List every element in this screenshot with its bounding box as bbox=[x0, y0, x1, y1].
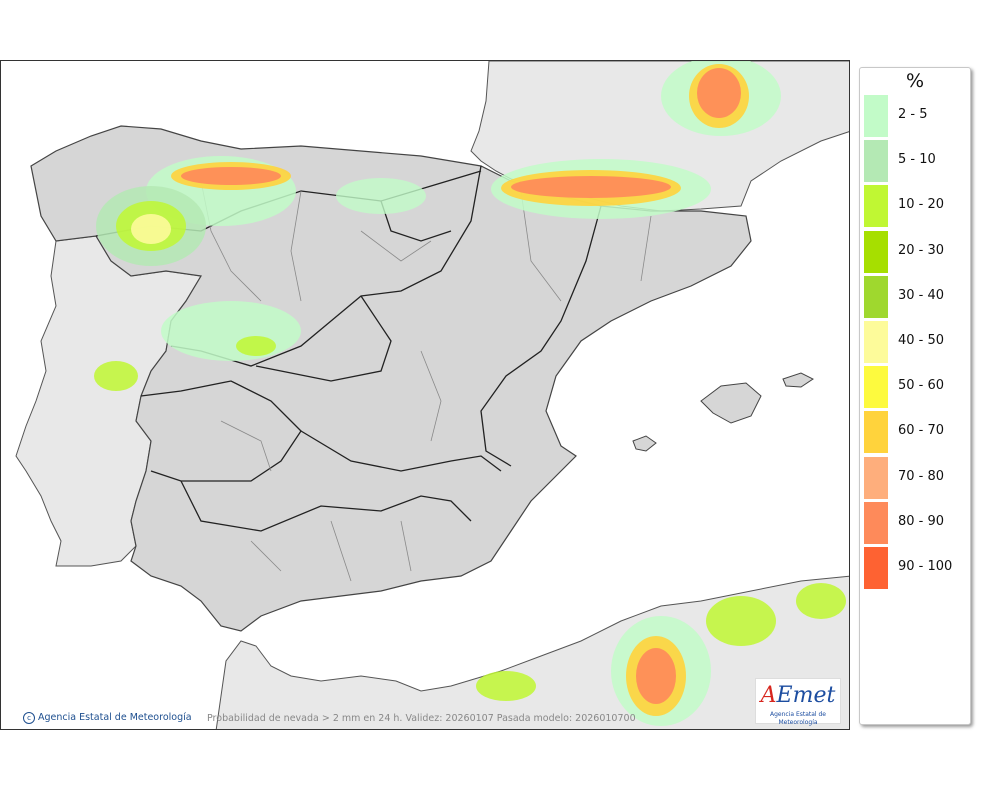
legend-item: 5 - 10 bbox=[864, 140, 968, 183]
prob-africa-lime-east bbox=[796, 583, 846, 619]
prob-atlas-red bbox=[636, 648, 676, 704]
prob-central-green bbox=[161, 301, 301, 361]
legend-label: 30 - 40 bbox=[898, 287, 945, 303]
legend-label: 20 - 30 bbox=[898, 242, 945, 258]
legend-swatch bbox=[864, 95, 888, 137]
mallorca bbox=[700, 382, 762, 424]
prob-portugal-lime bbox=[94, 361, 138, 391]
legend-item: 40 - 50 bbox=[864, 321, 968, 363]
legend-label: 50 - 60 bbox=[898, 378, 945, 394]
prob-france-red bbox=[697, 68, 741, 118]
copyright-icon: c bbox=[23, 712, 35, 724]
legend-swatch bbox=[864, 366, 888, 409]
legend-swatch bbox=[864, 140, 888, 183]
legend-swatch bbox=[864, 275, 888, 318]
prob-galicia-yellow bbox=[131, 214, 171, 244]
legend-unit: % bbox=[905, 70, 925, 92]
snowfall-probability-map: c Agencia Estatal de Meteorología Probabi… bbox=[0, 60, 850, 730]
legend-item: 60 - 70 bbox=[864, 411, 968, 454]
aemet-logo: AEmet Agencia Estatal de Meteorología bbox=[755, 678, 841, 726]
logo-subtitle: Agencia Estatal de Meteorología bbox=[769, 711, 826, 726]
regional-borders bbox=[95, 165, 602, 532]
legend-swatch bbox=[864, 456, 888, 499]
logo-word: AEmet bbox=[760, 683, 836, 708]
legend-swatch bbox=[864, 411, 888, 454]
legend-item: 50 - 60 bbox=[864, 366, 968, 409]
legend-item: 20 - 30 bbox=[864, 230, 968, 273]
prob-basque-green bbox=[336, 178, 426, 214]
legend-item: 30 - 40 bbox=[864, 275, 968, 318]
probability-overlay bbox=[94, 61, 846, 726]
prob-cantabria-red bbox=[181, 167, 281, 185]
legend-swatch bbox=[864, 321, 888, 363]
legend-label: 40 - 50 bbox=[898, 333, 945, 348]
legend-label: 2 - 5 bbox=[898, 107, 928, 122]
legend-label: 70 - 80 bbox=[898, 468, 945, 484]
prob-africa-lime-west bbox=[476, 671, 536, 701]
legend-label: 5 - 10 bbox=[898, 152, 936, 168]
legend-item: 2 - 5 bbox=[864, 95, 968, 137]
map-canvas bbox=[1, 61, 849, 729]
legend-item: 80 - 90 bbox=[864, 501, 968, 544]
legend-swatch bbox=[864, 547, 888, 589]
legend-label: 80 - 90 bbox=[898, 513, 945, 529]
legend-item: 70 - 80 bbox=[864, 456, 968, 499]
legend: % 2 - 5 5 - 10 10 - 20 20 - 30 30 - 40 40 - 5… bbox=[859, 67, 971, 725]
copyright-text: c Agencia Estatal de Meteorología bbox=[23, 712, 192, 724]
prob-central-lime bbox=[236, 336, 276, 356]
map-caption: Probabilidad de nevada > 2 mm en 24 h. V… bbox=[207, 713, 636, 724]
legend-label: 90 - 100 bbox=[898, 559, 953, 574]
legend-swatch bbox=[864, 501, 888, 544]
legend-item: 90 - 100 bbox=[864, 547, 968, 589]
legend-label: 60 - 70 bbox=[898, 423, 945, 439]
legend-swatch bbox=[864, 230, 888, 273]
ibiza bbox=[632, 435, 657, 452]
menorca bbox=[782, 372, 814, 388]
legend-label: 10 - 20 bbox=[898, 197, 945, 213]
prob-africa-lime bbox=[706, 596, 776, 646]
legend-swatch bbox=[864, 185, 888, 228]
legend-item: 10 - 20 bbox=[864, 185, 968, 228]
prob-pyrenees-red bbox=[511, 176, 671, 198]
